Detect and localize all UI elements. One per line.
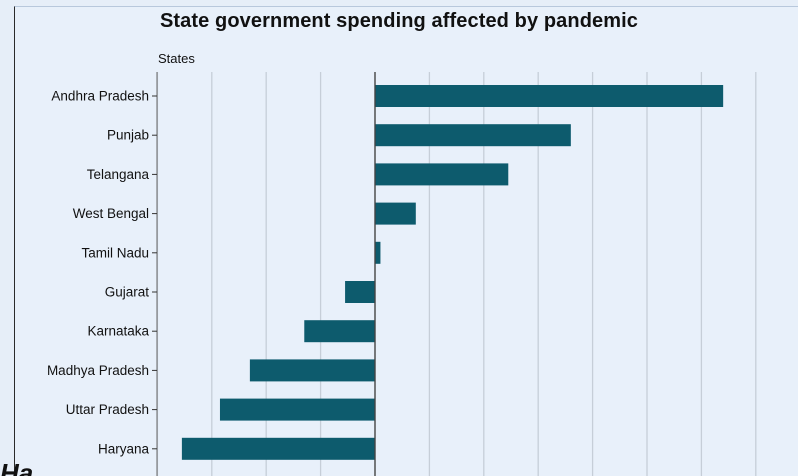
y-axis-title: States (158, 51, 195, 66)
category-label: Telangana (87, 167, 150, 182)
category-label: Madhya Pradesh (47, 363, 149, 378)
category-label: Tamil Nadu (81, 245, 149, 260)
bars (181, 72, 724, 476)
bar (375, 163, 509, 186)
bar (345, 281, 375, 303)
category-label: Punjab (107, 128, 149, 143)
category-label: Andhra Pradesh (51, 89, 149, 104)
category-label: Gujarat (105, 285, 150, 300)
bar (375, 85, 724, 107)
chart-title: State government spending affected by pa… (159, 10, 639, 32)
category-labels: Andhra Pradesh Punjab Telangana West Bengal… (47, 89, 150, 457)
category-label: Uttar Pradesh (66, 402, 149, 417)
bar (304, 320, 375, 343)
cut-off-text: Ha... (0, 458, 55, 476)
bar (375, 241, 381, 264)
bar (181, 437, 375, 460)
category-label: Karnataka (87, 324, 149, 339)
category-label: West Bengal (73, 206, 149, 221)
chart-frame (14, 6, 798, 476)
y-ticks (152, 95, 157, 450)
bar (249, 359, 375, 382)
bar (375, 202, 416, 225)
bar (219, 398, 375, 421)
bar (375, 124, 571, 147)
category-label: Haryana (98, 441, 150, 456)
